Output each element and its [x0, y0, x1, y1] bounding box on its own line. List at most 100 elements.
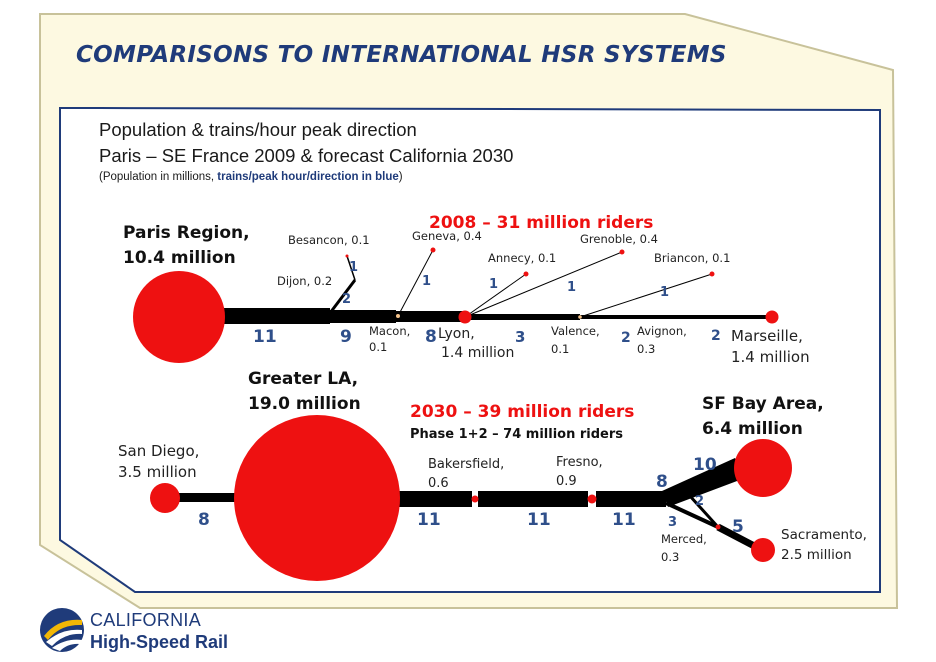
- city-greater-la: [234, 415, 400, 581]
- besancon-label: Besancon, 0.1: [288, 233, 370, 247]
- avignon-name: Avignon,: [637, 324, 687, 338]
- trains-crossover: 2: [695, 494, 704, 509]
- logo-line-1: CALIFORNIA: [90, 610, 202, 630]
- trains-sacramento: 5: [732, 517, 744, 537]
- bakersfield-name: Bakersfield,: [428, 457, 504, 472]
- france-network: 2008 – 31 million riders Paris Region, 1…: [123, 213, 810, 366]
- city-valence: [578, 315, 582, 319]
- legend-note-suffix: ): [398, 171, 403, 183]
- trains-dijon-macon: 9: [340, 327, 352, 347]
- merced-pop: 0.3: [661, 550, 679, 564]
- dijon-label: Dijon, 0.2: [277, 274, 332, 288]
- city-paris: [133, 271, 225, 363]
- city-lyon: [458, 310, 472, 324]
- cahsr-logo: CALIFORNIA High-Speed Rail: [38, 600, 258, 660]
- city-san-diego: [150, 483, 180, 513]
- fresno-pop: 0.9: [556, 474, 577, 489]
- marseille-name: Marseille,: [731, 327, 803, 345]
- trains-valence-avignon: 2: [621, 330, 631, 346]
- grenoble-label: Grenoble, 0.4: [580, 232, 658, 246]
- segment-lyon-valence: [464, 314, 580, 320]
- branch-annecy: [464, 273, 527, 318]
- cahsr-logo-icon: [40, 608, 84, 652]
- trains-besancon: 1: [349, 260, 358, 275]
- segment-sd-la: [168, 493, 248, 502]
- trains-lyon-valence: 3: [515, 328, 525, 346]
- city-annecy: [523, 271, 529, 277]
- sac-pop: 2.5 million: [781, 547, 852, 563]
- segment-la-bakersfield: [392, 491, 472, 507]
- segment-crossover: [678, 483, 720, 529]
- trains-briancon: 1: [660, 285, 669, 300]
- merced-name: Merced,: [661, 532, 707, 546]
- city-bakersfield: [471, 495, 479, 503]
- annecy-label: Annecy, 0.1: [488, 251, 556, 265]
- branch-grenoble: [464, 251, 623, 318]
- fresno-name: Fresno,: [556, 455, 603, 470]
- la-name: Greater LA,: [248, 369, 358, 389]
- valence-pop: 0.1: [551, 342, 569, 356]
- city-marseille: [765, 310, 779, 324]
- sf-pop: 6.4 million: [702, 419, 803, 439]
- macon-pop: 0.1: [369, 340, 387, 354]
- lyon-name: Lyon,: [438, 326, 475, 342]
- page-title: COMPARISONS TO INTERNATIONAL HSR SYSTEMS: [76, 42, 727, 68]
- trains-geneva: 1: [422, 274, 431, 289]
- trains-sf: 10: [693, 455, 717, 475]
- city-sf-bay-area: [734, 439, 792, 497]
- segment-macon-lyon: [396, 311, 464, 322]
- subtitle-line-2: Paris – SE France 2009 & forecast Califo…: [99, 145, 514, 166]
- city-briancon: [709, 271, 715, 277]
- valence-name: Valence,: [551, 324, 600, 338]
- sf-name: SF Bay Area,: [702, 394, 824, 414]
- marseille-pop: 1.4 million: [731, 348, 810, 366]
- sac-name: Sacramento,: [781, 527, 867, 543]
- california-riders: 2030 – 39 million riders: [410, 402, 634, 422]
- trains-avignon-marseille: 2: [711, 328, 721, 344]
- branch-geneva: [397, 249, 434, 317]
- branch-besancon: [346, 255, 356, 281]
- france-riders: 2008 – 31 million riders: [429, 213, 653, 233]
- branch-briancon: [579, 273, 713, 318]
- paris-name: Paris Region,: [123, 223, 250, 243]
- sd-pop: 3.5 million: [118, 463, 197, 481]
- trains-junction: 8: [656, 472, 668, 492]
- california-network: 2030 – 39 million riders Phase 1+2 – 74 …: [118, 369, 867, 581]
- branch-dijon: [328, 279, 357, 314]
- briancon-label: Briancon, 0.1: [654, 251, 730, 265]
- trains-paris-dijon: 11: [253, 327, 277, 347]
- la-pop: 19.0 million: [248, 394, 361, 414]
- city-fresno: [587, 494, 597, 504]
- geneva-label: Geneva, 0.4: [412, 229, 482, 243]
- avignon-pop: 0.3: [637, 342, 655, 356]
- city-macon: [396, 314, 400, 318]
- trains-fresno-junction: 11: [612, 510, 636, 530]
- logo-line-2: High-Speed Rail: [90, 632, 229, 652]
- segment-paris-dijon: [222, 308, 330, 324]
- segment-dijon-macon: [330, 310, 396, 323]
- trains-dijon-branch: 2: [342, 292, 351, 307]
- subtitle-line-1: Population & trains/hour peak direction: [99, 119, 417, 140]
- segment-valence-marseille: [580, 315, 772, 319]
- sd-name: San Diego,: [118, 442, 199, 460]
- trains-merced: 3: [668, 515, 677, 530]
- trains-sd-la: 8: [198, 510, 210, 530]
- bakersfield-pop: 0.6: [428, 476, 449, 491]
- segment-fresno-junction: [596, 491, 666, 507]
- segment-junction-sf: [662, 458, 745, 507]
- legend-note-prefix: (Population in millions,: [99, 171, 218, 183]
- lyon-pop: 1.4 million: [441, 345, 514, 361]
- trains-bakersfield-fresno: 11: [527, 510, 551, 530]
- trains-annecy: 1: [489, 277, 498, 292]
- city-merced: [715, 524, 721, 530]
- california-phase: Phase 1+2 – 74 million riders: [410, 427, 623, 442]
- legend-note: (Population in millions, trains/peak hou…: [99, 171, 403, 183]
- paris-pop: 10.4 million: [123, 248, 236, 268]
- macon-name: Macon,: [369, 324, 410, 338]
- trains-la-bakersfield: 11: [417, 510, 441, 530]
- city-geneva: [430, 247, 436, 253]
- segment-junction-merced: [665, 501, 719, 529]
- city-grenoble: [619, 249, 625, 255]
- trains-macon-lyon: 8: [425, 327, 437, 347]
